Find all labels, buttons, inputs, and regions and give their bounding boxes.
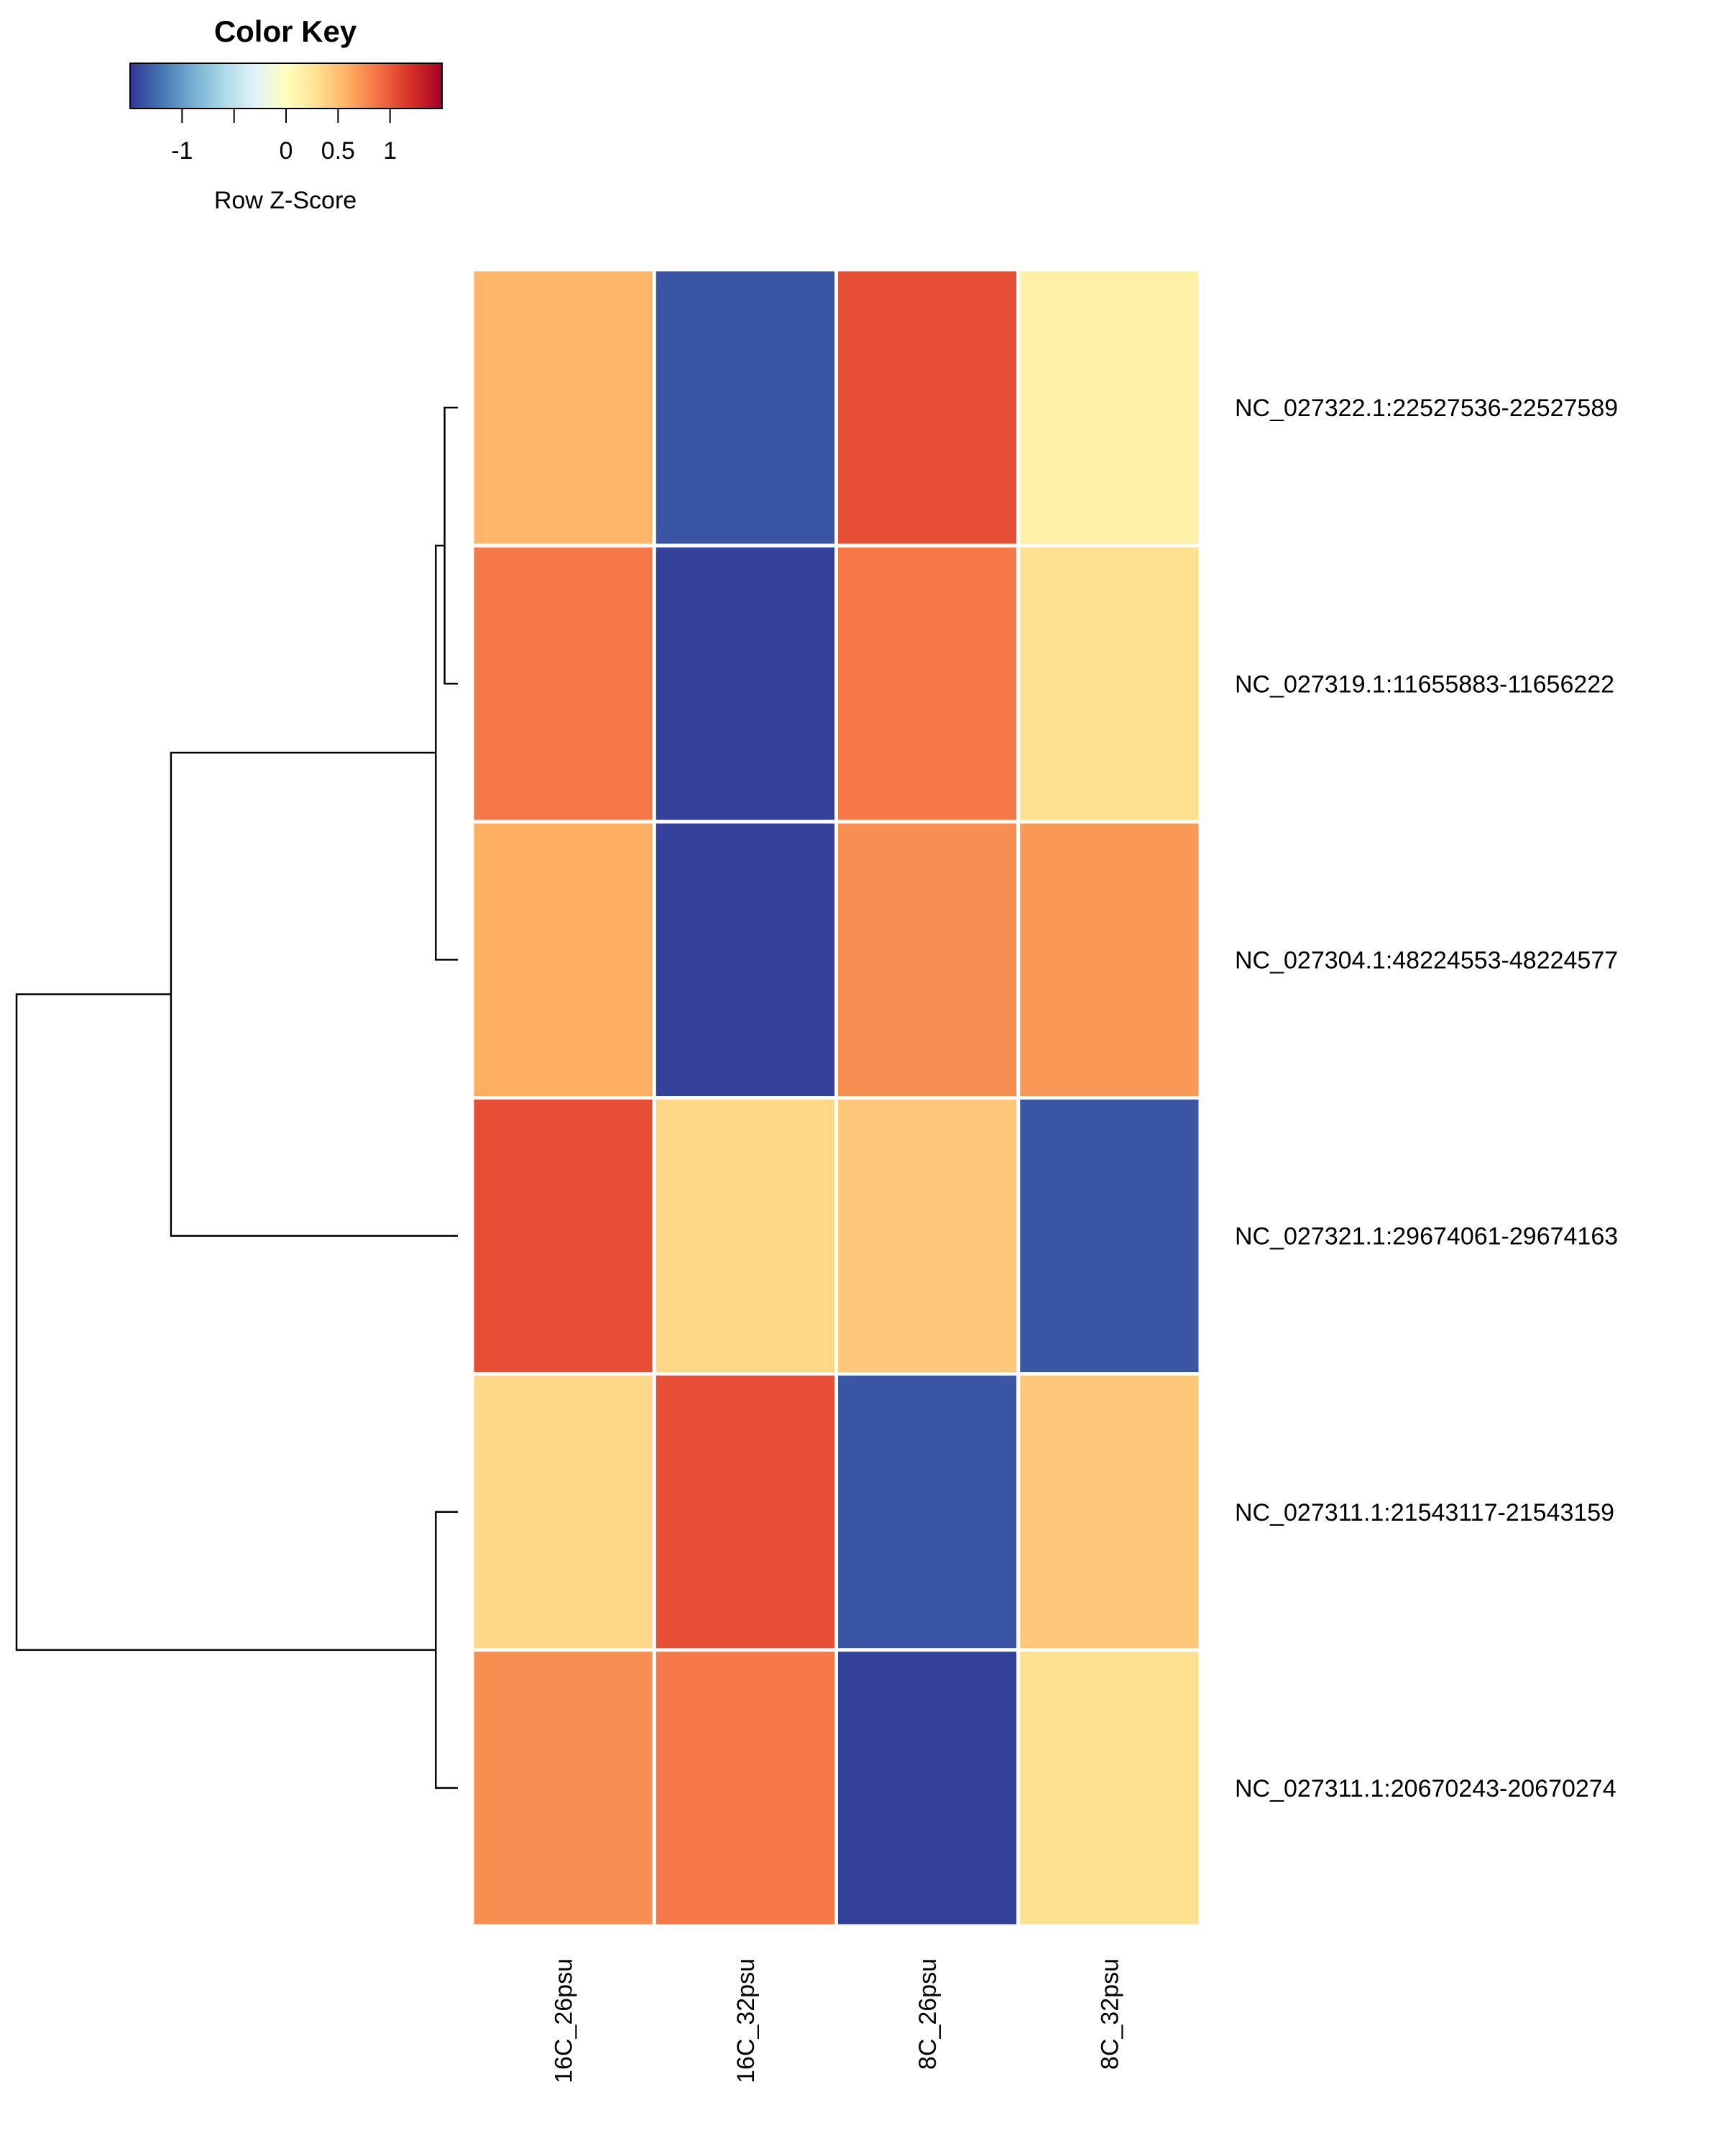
heatmap-cell <box>834 543 1021 824</box>
heatmap-cell <box>652 543 838 824</box>
dendrogram-branch <box>443 406 458 685</box>
heatmap-cell <box>834 267 1021 548</box>
column-label: 16C_32psu <box>732 1958 760 2083</box>
heatmap-cell <box>652 1372 838 1652</box>
color-key-tick-label: 0 <box>280 137 293 165</box>
color-key-axis: -1 0 0.5 1 <box>171 109 397 165</box>
column-label: 8C_32psu <box>1096 1958 1123 2070</box>
heatmap-cell <box>1016 819 1202 1100</box>
heatmap-cell <box>470 267 656 548</box>
row-label: NC_027311.1:20670243-20670274 <box>1235 1775 1616 1802</box>
row-label: NC_027319.1:11655883-11656222 <box>1235 671 1614 698</box>
heatmap-cell <box>652 1648 838 1928</box>
heatmap-cell <box>1016 1648 1202 1928</box>
dendrogram-branch <box>435 544 458 961</box>
row-label: NC_027321.1:29674061-29674163 <box>1235 1223 1618 1250</box>
heatmap-grid <box>470 267 1202 1928</box>
dendrogram-branch <box>435 1511 458 1789</box>
heatmap-cell <box>1016 1096 1202 1376</box>
heatmap-cell <box>834 1096 1021 1376</box>
heatmap-cell <box>470 543 656 824</box>
color-key-title: Color Key <box>214 14 357 48</box>
heatmap-cell <box>652 819 838 1100</box>
color-key-tick-label: 1 <box>383 137 397 165</box>
color-key-xlabel: Row Z-Score <box>214 187 356 214</box>
heatmap-cell <box>470 1372 656 1652</box>
heatmap-cell <box>652 1096 838 1376</box>
heatmap-cell <box>470 1648 656 1928</box>
heatmap-cell <box>652 267 838 548</box>
heatmap-cell <box>1016 1372 1202 1652</box>
heatmap-cell <box>1016 267 1202 548</box>
color-key-tick-label: 0.5 <box>321 137 355 165</box>
row-label: NC_027311.1:21543117-21543159 <box>1235 1499 1614 1526</box>
color-key-tick-label: -1 <box>171 137 193 165</box>
dendrogram-branch <box>15 993 436 1651</box>
color-key-gradient-bar <box>129 63 443 109</box>
column-labels: 16C_26psu 16C_32psu 8C_26psu 8C_32psu <box>551 1958 1124 2083</box>
row-dendrogram <box>15 406 458 1789</box>
heatmap-cell <box>834 1648 1021 1928</box>
heatmap-cell <box>834 819 1021 1100</box>
row-label: NC_027304.1:48224553-48224577 <box>1235 946 1618 974</box>
heatmap-cell <box>834 1372 1021 1652</box>
heatmap-cell <box>470 1096 656 1376</box>
column-label: 16C_26psu <box>551 1958 578 2083</box>
column-label: 8C_26psu <box>914 1958 942 2070</box>
color-key: Color Key -1 0 0.5 1 Row Z-Score <box>129 14 443 214</box>
row-labels: NC_027322.1:22527536-22527589 NC_027319.1… <box>1235 395 1618 1802</box>
heatmap-cell <box>470 819 656 1100</box>
dendrogram-branch <box>170 752 458 1237</box>
row-label: NC_027322.1:22527536-22527589 <box>1235 395 1618 422</box>
heatmap-cell <box>1016 543 1202 824</box>
